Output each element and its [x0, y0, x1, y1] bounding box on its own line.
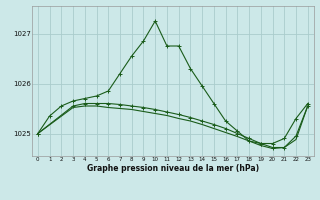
X-axis label: Graphe pression niveau de la mer (hPa): Graphe pression niveau de la mer (hPa)	[87, 164, 259, 173]
